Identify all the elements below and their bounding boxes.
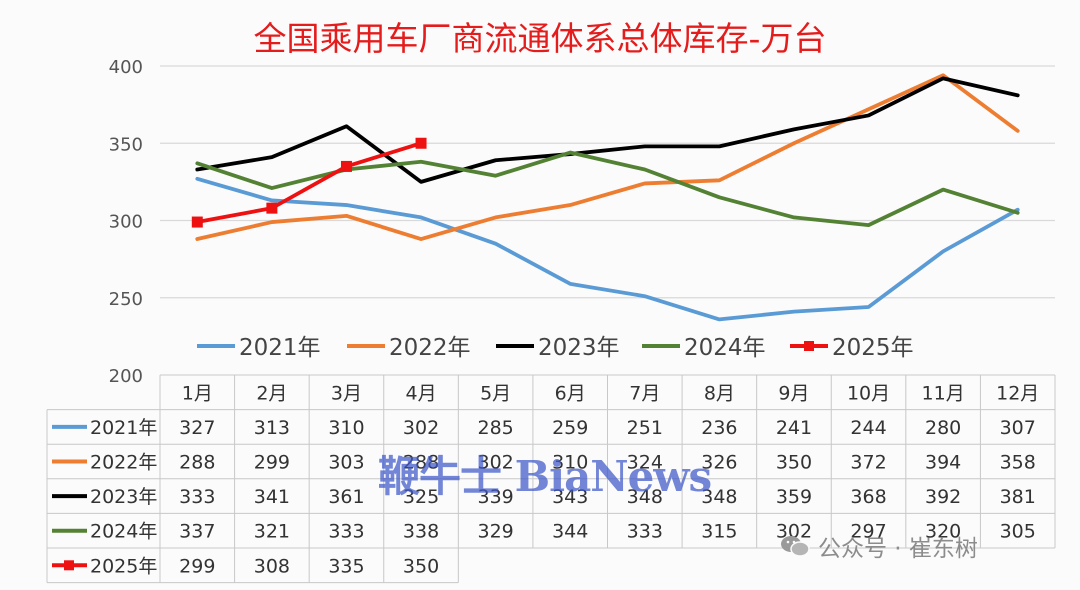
credit: 公众号 · 崔东树 bbox=[780, 529, 978, 563]
table-row-label: 2021年 bbox=[90, 417, 157, 439]
x-tick-label: 2月 bbox=[256, 382, 287, 404]
data-label: 327 bbox=[179, 417, 215, 439]
data-point bbox=[266, 202, 278, 214]
data-label: 288 bbox=[179, 452, 215, 474]
legend-label: 2022年 bbox=[389, 335, 471, 361]
data-label: 350 bbox=[403, 555, 439, 577]
data-label: 315 bbox=[701, 521, 737, 543]
data-label: 321 bbox=[254, 521, 290, 543]
legend-label: 2025年 bbox=[832, 335, 914, 361]
data-label: 236 bbox=[701, 417, 737, 439]
x-tick-label: 11月 bbox=[922, 382, 965, 404]
data-label: 350 bbox=[776, 452, 812, 474]
data-label: 310 bbox=[552, 452, 588, 474]
series-line bbox=[195, 76, 1020, 184]
data-label: 324 bbox=[627, 452, 663, 474]
data-label: 305 bbox=[1000, 521, 1036, 543]
x-tick-label: 9月 bbox=[778, 382, 809, 404]
data-label: 333 bbox=[328, 521, 364, 543]
series-line bbox=[195, 73, 1020, 241]
table-row-label: 2022年 bbox=[90, 452, 157, 474]
data-label: 310 bbox=[328, 417, 364, 439]
data-label: 280 bbox=[925, 417, 961, 439]
legend-label: 2023年 bbox=[538, 335, 620, 361]
y-tick-label: 300 bbox=[109, 212, 143, 233]
data-label: 244 bbox=[850, 417, 886, 439]
y-tick-label: 350 bbox=[109, 134, 143, 155]
data-label: 302 bbox=[477, 452, 513, 474]
chart-title: 全国乘用车厂商流通体系总体库存-万台 bbox=[254, 19, 827, 58]
data-label: 320 bbox=[925, 521, 961, 543]
data-label: 299 bbox=[254, 452, 290, 474]
x-tick-label: 6月 bbox=[555, 382, 586, 404]
table-row-label: 2023年 bbox=[90, 486, 157, 508]
data-label: 329 bbox=[477, 521, 513, 543]
data-label: 259 bbox=[552, 417, 588, 439]
data-label: 348 bbox=[701, 486, 737, 508]
data-label: 325 bbox=[403, 486, 439, 508]
data-point bbox=[340, 160, 352, 172]
data-label: 343 bbox=[552, 486, 588, 508]
x-tick-label: 4月 bbox=[405, 382, 436, 404]
y-tick-label: 250 bbox=[109, 289, 143, 310]
data-point bbox=[191, 216, 203, 228]
data-label: 361 bbox=[328, 486, 364, 508]
data-label: 381 bbox=[1000, 486, 1036, 508]
series-line bbox=[195, 176, 1020, 322]
data-label: 326 bbox=[701, 452, 737, 474]
series-line bbox=[195, 150, 1020, 228]
data-label: 288 bbox=[403, 452, 439, 474]
data-label: 337 bbox=[179, 521, 215, 543]
data-label: 392 bbox=[925, 486, 961, 508]
x-tick-label: 5月 bbox=[480, 382, 511, 404]
data-label: 302 bbox=[776, 521, 812, 543]
data-label: 333 bbox=[627, 521, 663, 543]
wechat-icon bbox=[781, 536, 810, 557]
data-label: 394 bbox=[925, 452, 961, 474]
data-label: 297 bbox=[850, 521, 886, 543]
x-tick-label: 3月 bbox=[331, 382, 362, 404]
series-line bbox=[195, 141, 423, 224]
x-tick-label: 10月 bbox=[847, 382, 890, 404]
legend-marker bbox=[804, 341, 814, 351]
data-label: 251 bbox=[627, 417, 663, 439]
data-label: 358 bbox=[1000, 452, 1036, 474]
data-label: 338 bbox=[403, 521, 439, 543]
data-label: 359 bbox=[776, 486, 812, 508]
data-label: 303 bbox=[328, 452, 364, 474]
y-tick-label: 400 bbox=[109, 57, 143, 78]
data-label: 285 bbox=[477, 417, 513, 439]
data-label: 299 bbox=[179, 555, 215, 577]
x-tick-label: 12月 bbox=[996, 382, 1039, 404]
data-label: 339 bbox=[477, 486, 513, 508]
legend-label: 2024年 bbox=[684, 335, 766, 361]
data-point bbox=[415, 137, 427, 149]
table-legend-marker bbox=[64, 560, 74, 571]
data-label: 313 bbox=[254, 417, 290, 439]
table-row-label: 2024年 bbox=[90, 521, 157, 543]
credit-text: 公众号 · 崔东树 bbox=[818, 536, 978, 562]
watermark-text: 鞭牛士 BiaNews bbox=[378, 452, 712, 501]
data-label: 368 bbox=[850, 486, 886, 508]
data-label: 307 bbox=[1000, 417, 1036, 439]
x-tick-label: 8月 bbox=[704, 382, 735, 404]
legend-label: 2021年 bbox=[239, 335, 321, 361]
data-label: 333 bbox=[179, 486, 215, 508]
data-label: 241 bbox=[776, 417, 812, 439]
data-label: 302 bbox=[403, 417, 439, 439]
data-label: 344 bbox=[552, 521, 588, 543]
table-row-label: 2025年 bbox=[90, 555, 157, 577]
y-tick-label: 200 bbox=[109, 366, 143, 387]
data-label: 335 bbox=[328, 555, 364, 577]
data-label: 308 bbox=[254, 555, 290, 577]
x-tick-label: 1月 bbox=[182, 382, 213, 404]
data-label: 348 bbox=[627, 486, 663, 508]
data-label: 372 bbox=[850, 452, 886, 474]
data-label: 341 bbox=[254, 486, 290, 508]
x-tick-label: 7月 bbox=[629, 382, 660, 404]
